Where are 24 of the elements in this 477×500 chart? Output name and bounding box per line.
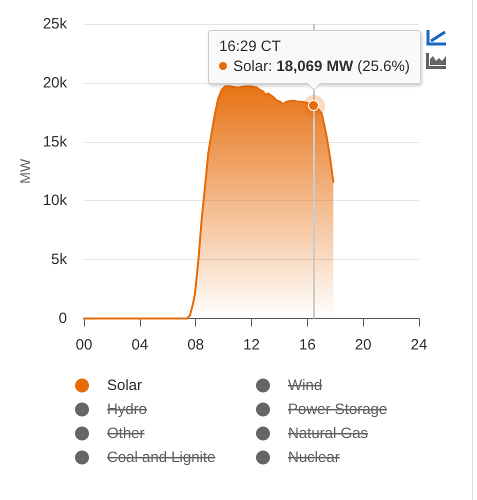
y-tick-label: 20k	[42, 74, 68, 92]
x-tick-label: 16	[298, 336, 316, 354]
legend-label: Nuclear	[288, 449, 340, 466]
y-tick-label: 5k	[51, 251, 68, 268]
y-axis-title: MW	[16, 158, 33, 184]
legend-label: Other	[107, 425, 145, 442]
legend-label: Hydro	[107, 401, 148, 418]
y-tick-label: 25k	[42, 16, 68, 32]
tooltip-callout: 16:29 CT Solar: 18,069 MW (25.6%)	[208, 30, 424, 92]
y-tick-label: 0	[58, 310, 67, 327]
legend-label: Power Storage	[288, 401, 388, 418]
legend-label: Coal and Lignite	[107, 449, 216, 466]
x-tick-label: 12	[243, 336, 260, 354]
annotation: 16:29 CT Solar: 18,069 MW (25.6%)	[219, 36, 410, 77]
x-tick-label: 20	[354, 336, 372, 354]
x-tick-label: 04	[131, 336, 148, 354]
legend-label: Natural Gas	[288, 425, 368, 442]
legend-label: Solar	[107, 377, 142, 394]
y-tick-label: 15k	[42, 133, 68, 150]
legend-label: Wind	[288, 377, 322, 394]
y-tick-label: 10k	[42, 192, 68, 210]
x-tick-label: 08	[187, 336, 204, 354]
x-tick-label: 00	[76, 336, 92, 354]
x-tick-label: 24	[410, 336, 428, 354]
